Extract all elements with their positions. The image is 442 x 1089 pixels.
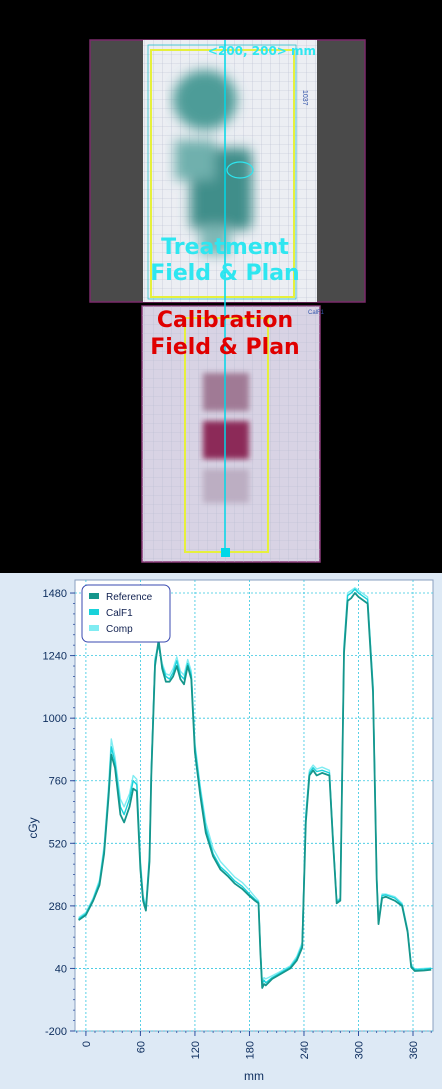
- legend: Reference CalF1 Comp: [81, 584, 171, 643]
- chart-svg: -200 40 280 520 760 1000 1240 1480 0 60 120 180 240 3…: [26, 579, 434, 1083]
- y-tick-label: 1000: [43, 713, 67, 725]
- field-size-label: <200, 200> mm: [208, 44, 316, 58]
- profile-end-marker: [221, 548, 230, 557]
- film-image-panel: <200, 200> mm 1037 CalF1 Treatment Field…: [0, 0, 442, 573]
- calibration-title-line1: Calibration: [157, 308, 293, 333]
- film-scan: <200, 200> mm 1037 CalF1 Treatment Field…: [89, 39, 366, 563]
- x-tick-label: 120: [190, 1041, 202, 1059]
- y-tick-label: 1480: [43, 588, 67, 600]
- y-axis-label: cGy: [26, 817, 40, 838]
- calibration-title-line2: Field & Plan: [150, 335, 299, 360]
- treatment-title-line1: Treatment: [161, 235, 289, 260]
- legend-swatch-comp: [89, 625, 99, 631]
- y-tick-label: 280: [49, 901, 67, 913]
- y-tick-label: 1240: [43, 651, 67, 663]
- grid: [75, 580, 433, 1032]
- calf-mark: CalF1: [308, 310, 325, 316]
- series-line-reference: [78, 592, 432, 989]
- y-tick-label: 40: [55, 963, 67, 975]
- y-tick-label: 520: [49, 838, 67, 850]
- treatment-title-line2: Field & Plan: [150, 261, 299, 286]
- legend-label-calf1: CalF1: [106, 608, 133, 619]
- y-tick-label: -200: [45, 1026, 67, 1038]
- legend-swatch-calf1: [89, 609, 99, 615]
- legend-label-reference: Reference: [106, 592, 153, 603]
- legend-swatch-reference: [89, 593, 99, 599]
- x-tick-label: 360: [408, 1041, 420, 1059]
- legend-label-comp: Comp: [106, 624, 133, 635]
- x-tick-label: 0: [81, 1041, 93, 1047]
- x-tick-label: 180: [244, 1041, 256, 1059]
- x-tick-label: 60: [135, 1041, 147, 1053]
- calibration-dose-blocks: [203, 373, 249, 503]
- treatment-field-outline: [150, 49, 295, 298]
- x-axis-label: mm: [244, 1069, 264, 1083]
- side-mark: 1037: [301, 90, 308, 106]
- y-tick-label: 760: [49, 776, 67, 788]
- plot-area: [74, 579, 434, 1032]
- dose-profile-chart: -200 40 280 520 760 1000 1240 1480 0 60 120 180 240 3…: [0, 573, 442, 1084]
- x-tick-label: 300: [353, 1041, 365, 1059]
- treatment-dose-shape: [173, 70, 252, 255]
- x-tick-label: 240: [299, 1041, 311, 1059]
